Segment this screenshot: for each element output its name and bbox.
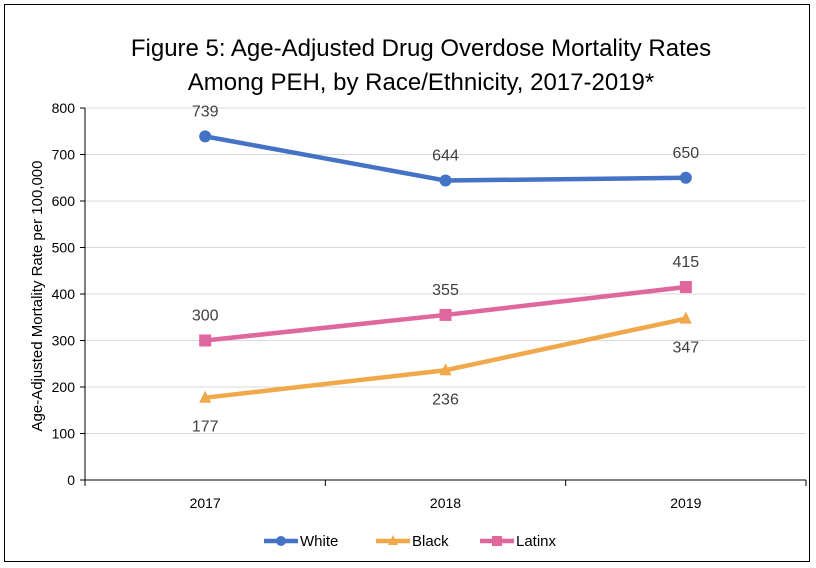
point-latinx-2018 <box>439 308 452 321</box>
legend-item-black: Black <box>376 533 449 550</box>
y-tick-label-300: 300 <box>52 333 76 349</box>
x-tick-label-2017: 2017 <box>190 495 221 511</box>
point-white-2019 <box>679 171 692 184</box>
gridlines <box>85 107 806 434</box>
x-tick-label-2019: 2019 <box>670 495 701 511</box>
y-tick-label-100: 100 <box>52 426 76 442</box>
chart-title-line-1: Figure 5: Age-Adjusted Drug Overdose Mor… <box>131 35 711 62</box>
y-tick-label-0: 0 <box>67 472 75 488</box>
point-white-2018 <box>439 174 452 187</box>
data-label-white-2019: 650 <box>672 145 699 162</box>
legend-label-black: Black <box>412 533 449 550</box>
y-axis-label: Age-Adjusted Mortality Rate per 100,000 <box>29 161 46 432</box>
legend-marker-black <box>388 535 398 545</box>
y-tick-label-600: 600 <box>52 193 76 209</box>
legend-label-latinx: Latinx <box>516 533 557 550</box>
y-tick-label-800: 800 <box>52 100 76 116</box>
series-latinx: 300 355 415 <box>192 254 699 347</box>
legend-item-white: White <box>264 533 338 550</box>
chart-title-line-2: Among PEH, by Race/Ethnicity, 2017-2019* <box>188 69 654 96</box>
data-label-black-2017: 177 <box>192 419 219 436</box>
y-tick-label-700: 700 <box>52 147 76 163</box>
legend-marker-white <box>276 536 286 546</box>
data-label-latinx-2019: 415 <box>672 254 699 271</box>
point-black-2017 <box>199 390 212 403</box>
legend: White Black Latinx <box>264 533 557 550</box>
chart-frame <box>4 4 810 562</box>
series-layer: 739 644 650 177 236 347 300 355 415 <box>192 103 699 435</box>
y-tick-label-400: 400 <box>52 286 76 302</box>
point-latinx-2017 <box>199 334 212 347</box>
series-line-black <box>204 316 687 400</box>
legend-item-latinx: Latinx <box>480 533 557 550</box>
legend-marker-latinx <box>492 536 502 546</box>
axes: 0 100 200 300 400 500 600 700 800 2017 2018 2019 <box>52 100 807 511</box>
point-black-2018 <box>439 363 452 376</box>
y-tick-label-500: 500 <box>52 240 76 256</box>
legend-label-white: White <box>300 533 338 550</box>
point-white-2017 <box>199 130 212 143</box>
y-tick-label-200: 200 <box>52 379 76 395</box>
point-black-2019 <box>679 311 692 324</box>
point-latinx-2019 <box>679 281 692 294</box>
data-label-black-2019: 347 <box>672 340 699 357</box>
series-black: 177 236 347 <box>192 311 699 436</box>
data-label-latinx-2018: 355 <box>432 282 459 299</box>
data-label-black-2018: 236 <box>432 391 459 408</box>
x-tick-label-2018: 2018 <box>430 495 461 511</box>
data-label-white-2018: 644 <box>432 148 459 165</box>
series-white: 739 644 650 <box>192 103 699 187</box>
data-label-latinx-2017: 300 <box>192 308 219 325</box>
data-label-white-2017: 739 <box>192 103 219 120</box>
